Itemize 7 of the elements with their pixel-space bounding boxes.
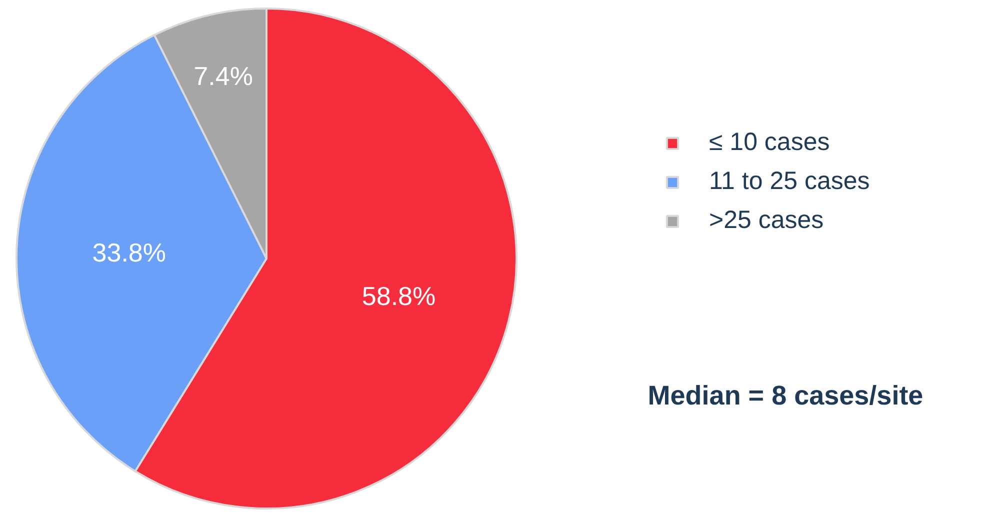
data-label: 33.8% [92, 237, 166, 268]
legend-label: ≤ 10 cases [709, 128, 830, 157]
text: Median = 8 cases/site [648, 380, 924, 410]
legend-label: 11 to 25 cases [709, 167, 870, 196]
legend-label: >25 cases [709, 206, 824, 235]
data-label: 7.4% [194, 61, 253, 92]
data-label: 58.8% [362, 281, 436, 312]
